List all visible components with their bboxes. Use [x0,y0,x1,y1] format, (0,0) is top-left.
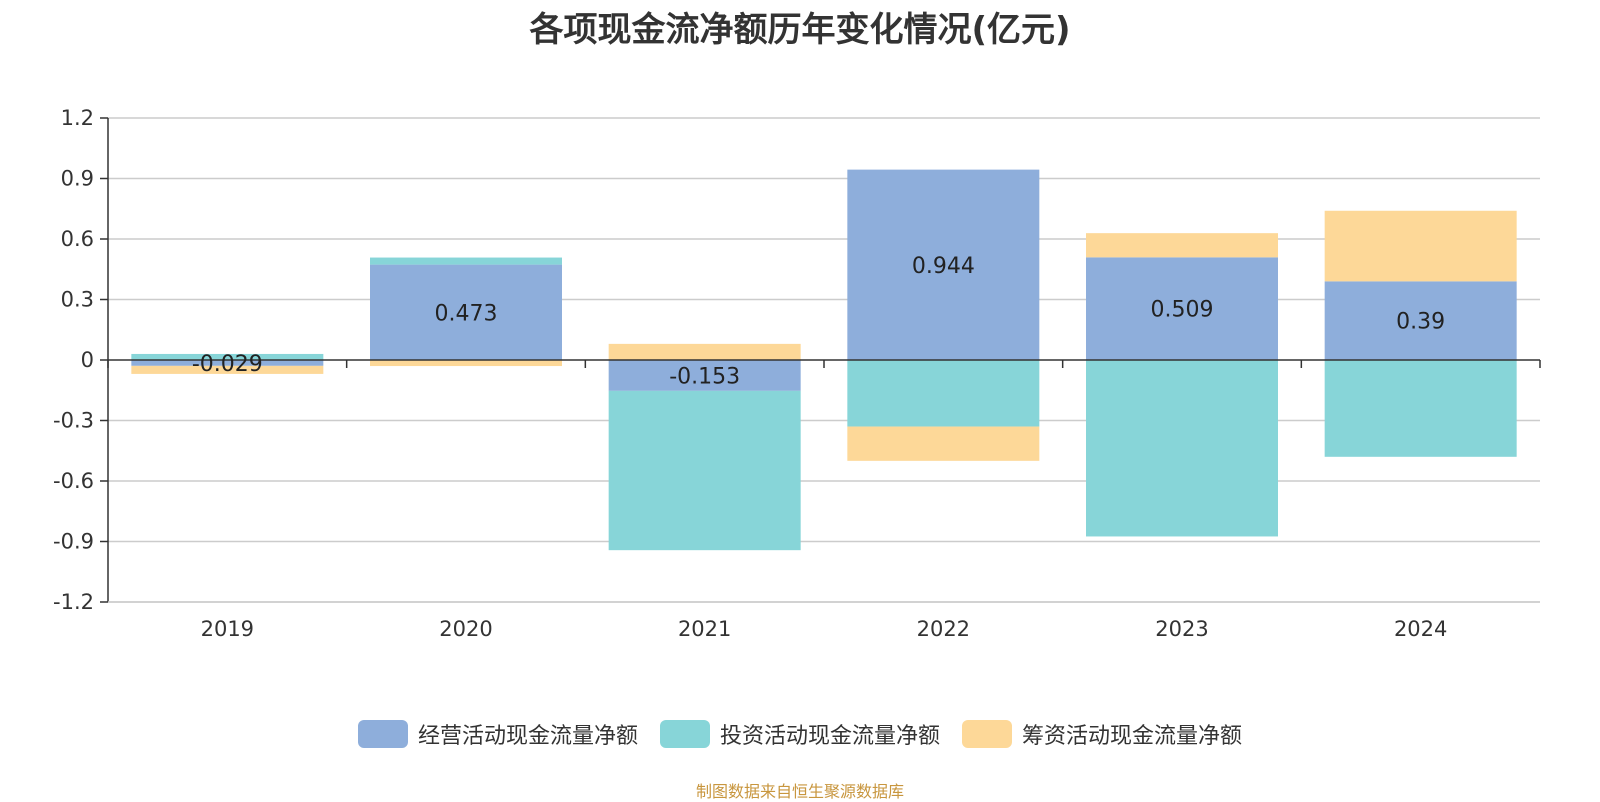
bar [1324,360,1517,457]
bar [370,360,562,367]
bar [1086,233,1278,258]
x-tick-label: 2021 [678,617,731,641]
legend-swatch [962,720,1012,748]
bar [131,353,324,360]
legend: 经营活动现金流量净额 投资活动现金流量净额 筹资活动现金流量净额 [0,718,1600,750]
y-tick-label: 1.2 [61,106,94,130]
bar [1324,210,1517,282]
bar [608,390,801,551]
legend-label: 经营活动现金流量净额 [417,724,638,749]
data-label: -0.153 [669,364,740,389]
data-label: 0.39 [1396,310,1445,335]
bar [608,360,801,391]
x-tick-label: 2020 [439,617,492,641]
bar [131,365,324,374]
data-label: 0.944 [912,254,975,279]
y-tick-label: -0.9 [53,530,94,554]
legend-item[interactable]: 经营活动现金流量净额 [357,718,638,750]
bar [847,169,1040,360]
bar [370,264,562,360]
y-tick-label: 0.9 [61,167,94,191]
x-tick-label: 2023 [1155,617,1208,641]
source-note: 制图数据来自恒生聚源数据库 [695,782,904,801]
data-label: 0.509 [1151,298,1214,323]
bar [1086,257,1278,360]
chart-title: 各项现金流净额历年变化情况(亿元) [529,10,1071,50]
x-tick-label: 2019 [201,617,254,641]
bar [1086,360,1278,537]
legend-item[interactable]: 筹资活动现金流量净额 [962,718,1242,750]
data-label: -0.029 [192,352,263,377]
legend-item[interactable]: 投资活动现金流量净额 [659,718,940,750]
bar [608,343,801,360]
y-tick-label: -0.3 [53,409,94,433]
legend-swatch [357,720,408,748]
y-tick-label: 0.3 [61,288,94,312]
bar [131,360,324,366]
x-tick-label: 2022 [917,617,970,641]
y-tick-label: -1.2 [53,590,94,614]
bar [370,257,562,265]
bar [847,360,1040,427]
y-tick-label: 0 [81,348,94,372]
y-tick-label: -0.6 [53,469,94,493]
bar [1324,281,1517,360]
bar [847,426,1040,461]
legend-label: 筹资活动现金流量净额 [1022,724,1243,749]
data-label: 0.473 [435,301,498,326]
legend-label: 投资活动现金流量净额 [719,724,940,749]
y-tick-label: 0.6 [61,227,94,251]
legend-swatch [659,720,710,748]
x-tick-label: 2024 [1394,617,1447,641]
